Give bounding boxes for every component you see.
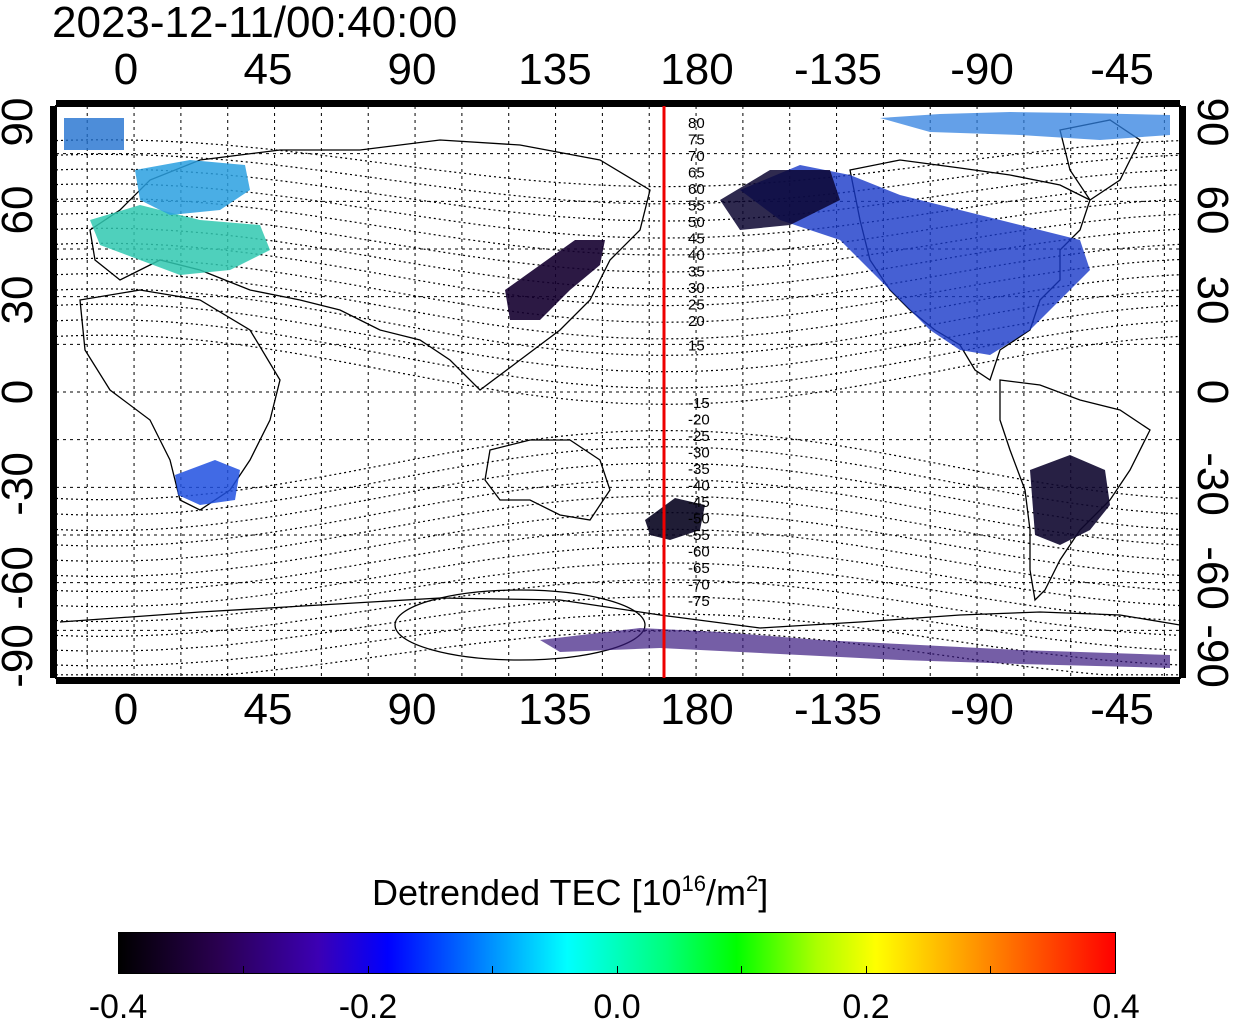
- colorbar-minor-tick: [368, 966, 369, 974]
- lat-tick-right: -90: [1188, 624, 1236, 688]
- lat-tick-right: 30: [1188, 276, 1236, 325]
- maglat-label: -40: [688, 478, 710, 495]
- maglat-label: -45: [688, 494, 710, 511]
- maglat-label: 55: [688, 198, 705, 215]
- colorbar-title: Detrended TEC [1016/m2]: [372, 872, 768, 914]
- maglat-label: 40: [688, 247, 705, 264]
- lon-tick-bottom: -135: [794, 686, 882, 734]
- colorbar-title-exponent: 16: [682, 871, 706, 896]
- colorbar-tick-label: -0.2: [339, 988, 398, 1026]
- lon-tick-bottom: 45: [244, 686, 293, 734]
- lon-tick-bottom: 90: [388, 686, 437, 734]
- lon-tick-top: -90: [950, 46, 1014, 94]
- lon-tick-top: 135: [518, 46, 591, 94]
- lon-tick-top: -45: [1090, 46, 1154, 94]
- colorbar-minor-tick: [866, 966, 867, 974]
- maglat-label: 75: [688, 132, 705, 149]
- maglat-label: 25: [688, 297, 705, 314]
- maglat-label: 20: [688, 313, 705, 330]
- lat-tick-left: -30: [0, 452, 42, 516]
- colorbar-tick-label: 0.2: [842, 988, 889, 1026]
- lon-tick-top: 180: [660, 46, 733, 94]
- maglat-label: 65: [688, 165, 705, 182]
- colorbar-tick-label: 0.4: [1092, 988, 1139, 1026]
- lat-tick-right: 90: [1188, 98, 1236, 147]
- lat-tick-left: -90: [0, 624, 42, 688]
- lon-tick-top: 90: [388, 46, 437, 94]
- lon-tick-bottom: 135: [518, 686, 591, 734]
- lon-tick-top: -135: [794, 46, 882, 94]
- maglat-label: 60: [688, 181, 705, 198]
- lon-tick-bottom: -90: [950, 686, 1014, 734]
- tec-patch-arctic-left: [64, 118, 124, 150]
- lat-tick-left: 0: [0, 380, 42, 404]
- colorbar-tick-label: 0.0: [593, 988, 640, 1026]
- colorbar-title-close: ]: [758, 872, 768, 913]
- colorbar-minor-tick: [617, 966, 618, 974]
- maglat-label: -55: [688, 527, 710, 544]
- lon-tick-top: 0: [114, 46, 138, 94]
- lon-tick-bottom: 180: [660, 686, 733, 734]
- maglat-label: -60: [688, 544, 710, 561]
- maglat-label: 50: [688, 214, 705, 231]
- lat-tick-right: -60: [1188, 546, 1236, 610]
- colorbar-minor-tick: [990, 966, 991, 974]
- maglat-label: -20: [688, 412, 710, 429]
- colorbar-minor-tick: [741, 966, 742, 974]
- colorbar-minor-tick: [492, 966, 493, 974]
- lat-tick-right: -30: [1188, 452, 1236, 516]
- colorbar-title-unit-exponent: 2: [746, 871, 758, 896]
- maglat-label: -65: [688, 560, 710, 577]
- maglat-label: 35: [688, 264, 705, 281]
- colorbar-title-unit: /m: [706, 872, 746, 913]
- maglat-label: 70: [688, 148, 705, 165]
- maglat-label: -15: [688, 395, 710, 412]
- maglat-label: 15: [688, 338, 705, 355]
- maglat-label: -75: [688, 593, 710, 610]
- maglat-label: -25: [688, 428, 710, 445]
- lat-tick-left: 30: [0, 276, 42, 325]
- lat-tick-right: 0: [1188, 380, 1236, 404]
- lat-tick-left: 60: [0, 186, 42, 235]
- colorbar-minor-tick: [243, 966, 244, 974]
- maglat-label: -50: [688, 511, 710, 528]
- maglat-label: -35: [688, 461, 710, 478]
- maglat-label: 30: [688, 280, 705, 297]
- lon-tick-top: 45: [244, 46, 293, 94]
- colorbar-tick-label: -0.4: [89, 988, 148, 1026]
- lon-tick-bottom: -45: [1090, 686, 1154, 734]
- lat-tick-right: 60: [1188, 186, 1236, 235]
- maglat-label: 80: [688, 115, 705, 132]
- lat-tick-left: 90: [0, 98, 42, 147]
- maglat-label: -70: [688, 577, 710, 594]
- colorbar-title-text: Detrended TEC [10: [372, 872, 682, 913]
- lat-tick-left: -60: [0, 546, 42, 610]
- lon-tick-bottom: 0: [114, 686, 138, 734]
- maglat-label: -30: [688, 445, 710, 462]
- maglat-label: 45: [688, 231, 705, 248]
